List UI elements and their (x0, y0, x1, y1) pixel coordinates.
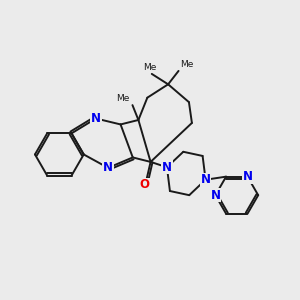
Text: N: N (162, 161, 172, 174)
Text: Me: Me (180, 60, 194, 69)
Text: N: N (103, 161, 113, 174)
Text: N: N (210, 189, 220, 202)
Text: N: N (242, 170, 253, 183)
Text: Me: Me (116, 94, 130, 103)
Text: Me: Me (144, 62, 157, 71)
Text: N: N (91, 112, 101, 125)
Text: N: N (201, 173, 211, 186)
Text: O: O (140, 178, 150, 191)
